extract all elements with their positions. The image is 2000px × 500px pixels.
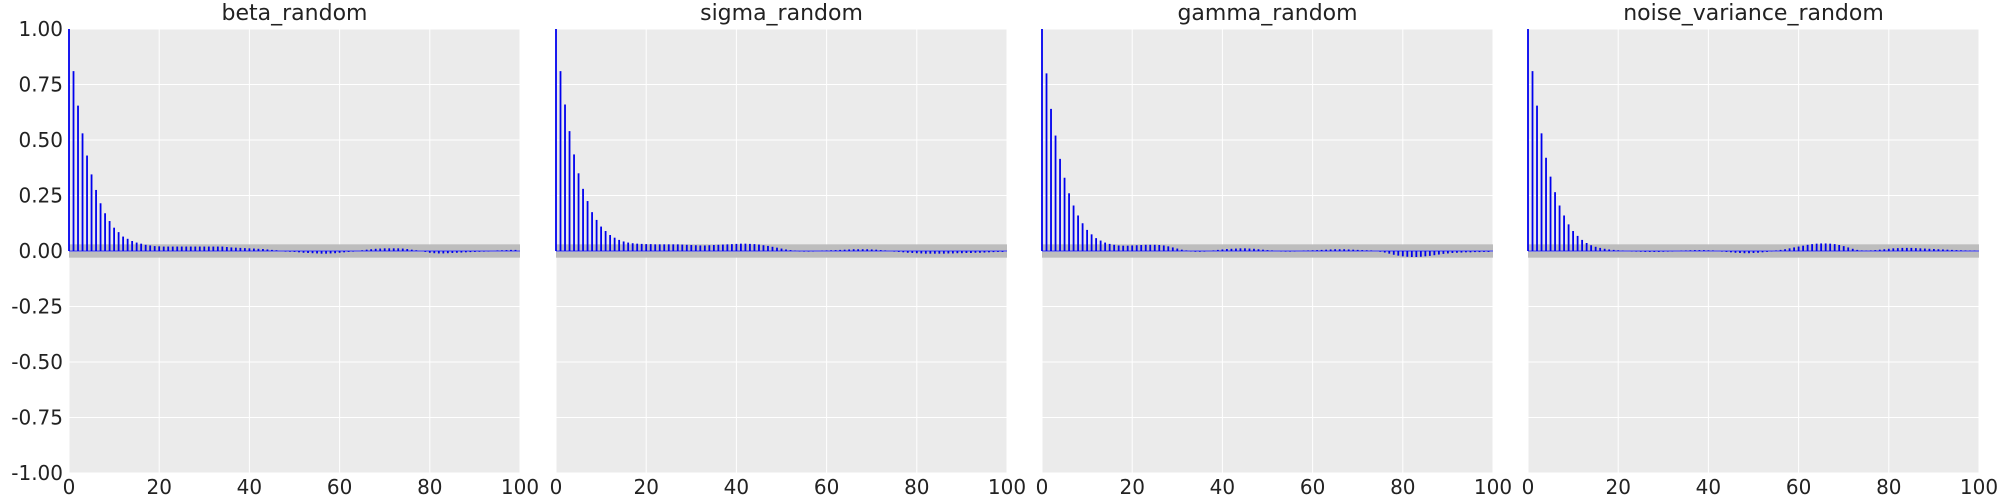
y-tick-label: -0.50: [11, 350, 63, 374]
x-tick-label: 0: [63, 475, 76, 499]
y-tick-label: 0.75: [18, 73, 63, 97]
y-tick-label: 0.25: [18, 184, 63, 208]
x-tick-label: 20: [146, 475, 171, 499]
y-tick-label: 0.00: [18, 239, 63, 263]
x-tick-label: 80: [1390, 475, 1415, 499]
x-tick-label: 20: [633, 475, 658, 499]
x-tick-label: 80: [1876, 475, 1901, 499]
x-tick-label: 40: [1210, 475, 1235, 499]
acf-panel-4: noise_variance_random 0 20 40 60 80 100: [1522, 1, 1998, 499]
x-tick-label: 100: [1960, 475, 1998, 499]
y-tick-label: -1.00: [11, 461, 63, 485]
acf-panel-1: beta_random 0 20 40 60 80 100 1.00 0.75 0.50 0.25 0…: [11, 1, 539, 499]
x-tick-label: 80: [417, 475, 442, 499]
x-tick-label: 0: [1036, 475, 1049, 499]
y-tick-label: -0.75: [11, 406, 63, 430]
x-tick-label: 20: [1119, 475, 1144, 499]
x-tick-label: 60: [1300, 475, 1325, 499]
x-tick-label: 60: [814, 475, 839, 499]
acf-panel-3: gamma_random 0 20 40 60 80 100: [1036, 1, 1512, 499]
x-tick-label: 20: [1605, 475, 1630, 499]
x-tick-label: 60: [1786, 475, 1811, 499]
x-tick-label: 80: [904, 475, 929, 499]
y-tick-label: 0.50: [18, 128, 63, 152]
panel-title: noise_variance_random: [1623, 1, 1884, 26]
panel-title: beta_random: [222, 1, 368, 26]
x-tick-label: 40: [724, 475, 749, 499]
y-tick-label: 1.00: [18, 17, 63, 41]
x-tick-label: 100: [988, 475, 1026, 499]
x-tick-label: 100: [1474, 475, 1512, 499]
x-tick-label: 40: [1696, 475, 1721, 499]
y-tick-label: -0.25: [11, 295, 63, 319]
panel-title: gamma_random: [1177, 1, 1357, 26]
x-tick-label: 100: [501, 475, 539, 499]
x-tick-label: 0: [1522, 475, 1535, 499]
x-tick-label: 0: [550, 475, 563, 499]
panel-title: sigma_random: [700, 1, 863, 26]
acf-panel-2: sigma_random 0 20 40 60 80 100: [550, 1, 1026, 499]
x-tick-label: 60: [327, 475, 352, 499]
x-tick-label: 40: [237, 475, 262, 499]
